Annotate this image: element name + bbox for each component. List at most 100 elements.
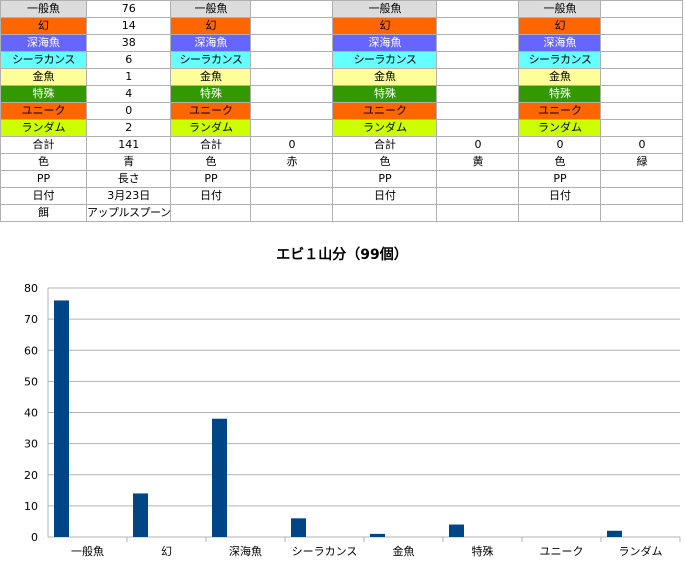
sheet-cell[interactable]: [600, 170, 684, 188]
sheet-cell[interactable]: 特殊: [332, 85, 438, 103]
sheet-cell[interactable]: [600, 85, 684, 103]
sheet-cell[interactable]: ランダム: [518, 119, 602, 137]
sheet-cell[interactable]: 一般魚: [0, 0, 87, 18]
sheet-cell[interactable]: 幻: [332, 17, 438, 35]
sheet-cell[interactable]: 特殊: [170, 85, 252, 103]
sheet-cell[interactable]: ランダム: [0, 119, 87, 137]
sheet-cell[interactable]: 深海魚: [518, 34, 602, 52]
sheet-cell[interactable]: [436, 85, 520, 103]
sheet-cell[interactable]: 0: [85, 102, 172, 120]
sheet-cell[interactable]: [250, 170, 334, 188]
sheet-cell[interactable]: 日付: [518, 187, 602, 205]
sheet-cell[interactable]: [600, 0, 684, 18]
sheet-cell[interactable]: 色: [170, 153, 252, 171]
sheet-cell[interactable]: [600, 34, 684, 52]
sheet-cell[interactable]: [250, 187, 334, 205]
sheet-cell[interactable]: 金魚: [332, 68, 438, 86]
sheet-cell[interactable]: 一般魚: [332, 0, 438, 18]
sheet-cell[interactable]: [436, 119, 520, 137]
sheet-cell[interactable]: [518, 204, 602, 222]
sheet-cell[interactable]: 特殊: [518, 85, 602, 103]
sheet-cell[interactable]: ランダム: [170, 119, 252, 137]
sheet-cell[interactable]: 深海魚: [170, 34, 252, 52]
sheet-cell[interactable]: 幻: [518, 17, 602, 35]
bar-chart[interactable]: エビ１山分（99個） 0 10 20 30 40 50 60 70 80 一般魚 幻 深海魚 シーラカンス…: [0, 232, 685, 566]
sheet-cell[interactable]: 合計: [0, 136, 87, 154]
sheet-cell[interactable]: 色: [0, 153, 87, 171]
sheet-cell[interactable]: 特殊: [0, 85, 87, 103]
sheet-cell[interactable]: [600, 204, 684, 222]
sheet-cell[interactable]: [436, 187, 520, 205]
sheet-cell[interactable]: ユニーク: [332, 102, 438, 120]
sheet-cell[interactable]: 合計: [332, 136, 438, 154]
sheet-cell[interactable]: 6: [85, 51, 172, 69]
sheet-cell[interactable]: [436, 170, 520, 188]
sheet-cell[interactable]: 色: [518, 153, 602, 171]
sheet-cell[interactable]: ユニーク: [0, 102, 87, 120]
sheet-cell[interactable]: 色: [332, 153, 438, 171]
sheet-cell[interactable]: 0: [436, 136, 520, 154]
sheet-cell[interactable]: [170, 204, 252, 222]
sheet-cell[interactable]: シーラカンス: [170, 51, 252, 69]
sheet-cell[interactable]: 緑: [600, 153, 684, 171]
sheet-cell[interactable]: [250, 51, 334, 69]
sheet-cell[interactable]: 38: [85, 34, 172, 52]
sheet-cell[interactable]: [436, 34, 520, 52]
sheet-cell[interactable]: [600, 187, 684, 205]
sheet-cell[interactable]: PP: [170, 170, 252, 188]
sheet-cell[interactable]: [436, 204, 520, 222]
sheet-cell[interactable]: [250, 34, 334, 52]
sheet-cell[interactable]: シーラカンス: [518, 51, 602, 69]
sheet-cell[interactable]: [250, 204, 334, 222]
sheet-cell[interactable]: 日付: [170, 187, 252, 205]
sheet-cell[interactable]: 日付: [332, 187, 438, 205]
sheet-cell[interactable]: [250, 17, 334, 35]
sheet-cell[interactable]: [332, 204, 438, 222]
sheet-cell[interactable]: [436, 0, 520, 18]
sheet-cell[interactable]: 餌: [0, 204, 87, 222]
sheet-cell[interactable]: シーラカンス: [0, 51, 87, 69]
sheet-cell[interactable]: 金魚: [518, 68, 602, 86]
sheet-cell[interactable]: 0: [250, 136, 334, 154]
sheet-cell[interactable]: [600, 51, 684, 69]
sheet-cell[interactable]: [250, 85, 334, 103]
sheet-cell[interactable]: [600, 119, 684, 137]
sheet-cell[interactable]: 1: [85, 68, 172, 86]
sheet-cell[interactable]: 0: [518, 136, 602, 154]
sheet-cell[interactable]: [600, 102, 684, 120]
sheet-cell[interactable]: [600, 68, 684, 86]
sheet-cell[interactable]: 深海魚: [332, 34, 438, 52]
sheet-cell[interactable]: [250, 102, 334, 120]
sheet-cell[interactable]: 青: [85, 153, 172, 171]
sheet-cell[interactable]: シーラカンス: [332, 51, 438, 69]
sheet-cell[interactable]: 日付: [0, 187, 87, 205]
sheet-cell[interactable]: [600, 17, 684, 35]
sheet-cell[interactable]: PP: [518, 170, 602, 188]
sheet-cell[interactable]: 4: [85, 85, 172, 103]
sheet-cell[interactable]: 一般魚: [518, 0, 602, 18]
sheet-cell[interactable]: 14: [85, 17, 172, 35]
sheet-cell[interactable]: 長さ: [85, 170, 172, 188]
sheet-cell[interactable]: [250, 119, 334, 137]
sheet-cell[interactable]: 黄: [436, 153, 520, 171]
sheet-cell[interactable]: 金魚: [0, 68, 87, 86]
sheet-cell[interactable]: [436, 68, 520, 86]
sheet-cell[interactable]: 合計: [170, 136, 252, 154]
sheet-cell[interactable]: ランダム: [332, 119, 438, 137]
sheet-cell[interactable]: PP: [0, 170, 87, 188]
sheet-cell[interactable]: 2: [85, 119, 172, 137]
sheet-cell[interactable]: 金魚: [170, 68, 252, 86]
sheet-cell[interactable]: 0: [600, 136, 684, 154]
sheet-cell[interactable]: 一般魚: [170, 0, 252, 18]
sheet-cell[interactable]: [250, 68, 334, 86]
sheet-cell[interactable]: [436, 102, 520, 120]
sheet-cell[interactable]: 141: [85, 136, 172, 154]
sheet-cell[interactable]: 赤: [250, 153, 334, 171]
sheet-cell[interactable]: PP: [332, 170, 438, 188]
sheet-cell[interactable]: ユニーク: [170, 102, 252, 120]
sheet-cell[interactable]: 幻: [0, 17, 87, 35]
sheet-cell[interactable]: 3月23日: [85, 187, 172, 205]
sheet-cell[interactable]: アップルスプーン: [85, 204, 172, 222]
sheet-cell[interactable]: 幻: [170, 17, 252, 35]
sheet-cell[interactable]: 深海魚: [0, 34, 87, 52]
